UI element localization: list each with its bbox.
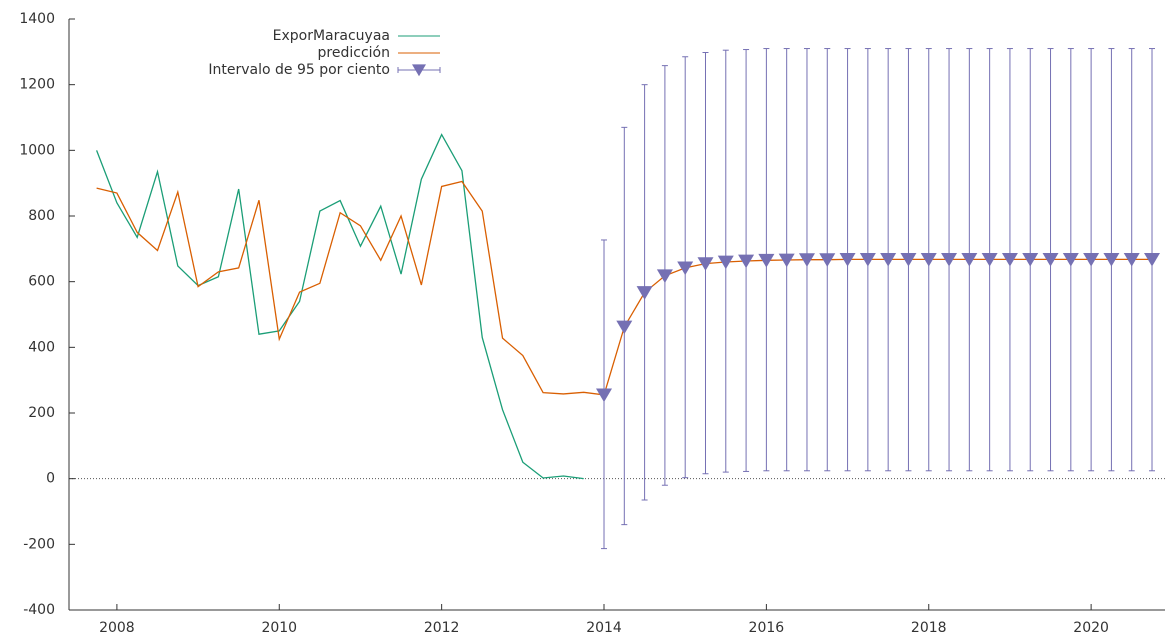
point-marker [1042,252,1059,267]
point-marker [596,388,613,403]
legend-label: ExporMaracuyaa [273,28,390,44]
y-tick-label: 400 [28,339,55,355]
point-marker [941,252,958,267]
y-tick-label: -200 [23,536,55,552]
y-tick-label: 0 [46,471,55,487]
point-marker [677,261,694,276]
y-tick-label: 1200 [19,77,55,93]
x-tick-label: 2016 [749,620,785,636]
x-tick-label: 2010 [261,620,297,636]
point-marker [920,252,937,267]
point-marker [738,254,755,269]
point-marker [697,257,714,271]
point-marker [656,269,673,283]
line-series [95,133,584,480]
y-tick-label: 200 [28,405,55,421]
point-marker [1083,252,1100,267]
legend-label: predicción [318,45,390,61]
point-marker [1001,252,1018,267]
point-marker [981,252,998,267]
x-tick-label: 2020 [1073,620,1109,636]
point-marker [616,320,633,335]
x-tick-label: 2014 [586,620,622,636]
x-tick-label: 2008 [99,620,135,636]
legend-label: Intervalo de 95 por ciento [208,62,390,78]
x-tick-label: 2012 [424,620,460,636]
point-marker [636,286,653,300]
point-marker [859,252,876,267]
x-tick-label: 2018 [911,620,947,636]
point-marker [1123,252,1140,267]
point-marker [717,255,734,270]
point-marker [1062,252,1079,267]
point-marker [819,253,836,267]
point-marker [758,253,775,268]
point-marker [900,252,917,267]
y-tick-label: -400 [23,602,55,618]
point-marker [961,252,978,267]
point-marker [1022,252,1039,267]
y-tick-label: 1000 [19,142,55,158]
point-marker [1103,252,1120,267]
y-tick-label: 1400 [19,11,55,27]
point-marker [1144,252,1161,267]
point-marker [798,253,815,267]
legend-swatch [412,64,426,77]
point-marker [880,252,897,267]
y-tick-label: 800 [28,208,55,224]
y-tick-label: 600 [28,274,55,290]
point-marker [839,252,856,267]
point-marker [778,253,795,268]
